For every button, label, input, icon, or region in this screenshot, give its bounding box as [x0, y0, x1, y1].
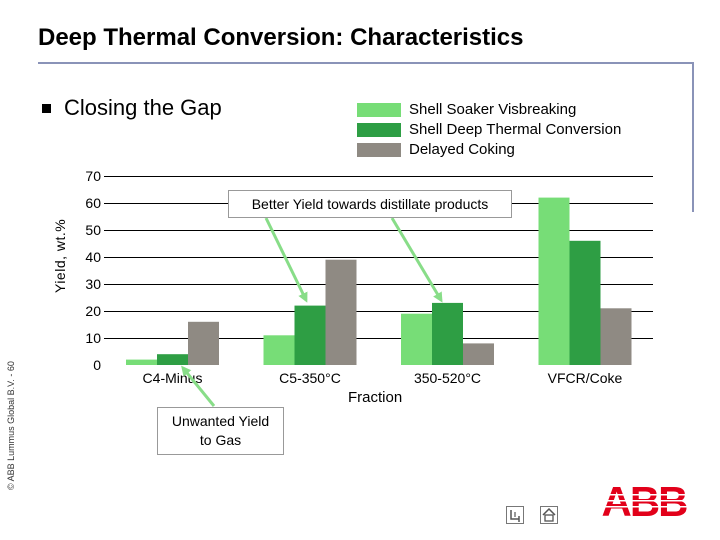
- y-tick-label: 40: [85, 249, 101, 265]
- bar-coking-2: [463, 343, 494, 365]
- frame-line-right: [692, 62, 694, 212]
- x-category-label: VFCR/Coke: [548, 370, 623, 386]
- bar-deep-thermal-2: [432, 302, 463, 365]
- bar-deep-thermal-1: [294, 305, 326, 365]
- x-axis-label: Fraction: [348, 389, 403, 406]
- return-button[interactable]: [506, 506, 524, 524]
- y-tick-label: 60: [85, 195, 101, 211]
- legend-swatch-deep-thermal: [357, 123, 401, 137]
- bar-visbreaking-1: [263, 335, 295, 365]
- legend-swatch-coking: [357, 143, 401, 157]
- bar-coking-3: [600, 308, 632, 365]
- callout-unwanted-yield: Unwanted Yield to Gas: [157, 407, 284, 455]
- y-tick-label: 10: [85, 330, 101, 346]
- x-category-label: 350-520°C: [414, 370, 481, 386]
- y-tick-label: 0: [93, 357, 101, 373]
- y-tick-label: 30: [85, 276, 101, 292]
- unwanted-arrow: [181, 365, 216, 407]
- callout-arrow-left: [264, 217, 308, 303]
- legend-label-coking: Delayed Coking: [409, 141, 515, 158]
- x-category-label: C5-350°C: [279, 370, 341, 386]
- bullet-icon: [42, 104, 51, 113]
- callout-better-yield: Better Yield towards distillate products: [228, 190, 512, 218]
- y-tick-label: 50: [85, 222, 101, 238]
- y-axis-label: Yield, wt.%: [52, 218, 68, 293]
- x-category-label: C4-Minus: [143, 370, 203, 386]
- bar-deep-thermal-0: [157, 354, 188, 365]
- bar-coking-0: [188, 321, 219, 365]
- copyright-text: © ABB Lummus Global B.V. - 60: [6, 361, 16, 490]
- bar-visbreaking-3: [538, 197, 570, 365]
- slide-title: Deep Thermal Conversion: Characteristics: [38, 24, 524, 51]
- y-tick-label: 20: [85, 303, 101, 319]
- bar-visbreaking-0: [126, 359, 157, 365]
- home-icon: [542, 507, 556, 522]
- abb-logo: ABB: [600, 482, 688, 520]
- home-button[interactable]: [540, 506, 558, 524]
- callout-arrow-right: [390, 217, 443, 303]
- bar-deep-thermal-3: [569, 240, 601, 365]
- legend-label-visbreaking: Shell Soaker Visbreaking: [409, 101, 577, 118]
- legend-swatch-visbreaking: [357, 103, 401, 117]
- frame-line-top: [38, 62, 694, 64]
- y-tick-label: 70: [85, 168, 101, 184]
- slide-subtitle: Closing the Gap: [64, 95, 222, 120]
- bar-visbreaking-2: [401, 313, 432, 365]
- legend-label-deep-thermal: Shell Deep Thermal Conversion: [409, 121, 622, 138]
- callout-unwanted-line2: to Gas: [199, 432, 242, 448]
- bar-coking-1: [325, 259, 357, 365]
- callout-unwanted-line1: Unwanted Yield: [171, 413, 270, 429]
- return-icon: [510, 510, 520, 522]
